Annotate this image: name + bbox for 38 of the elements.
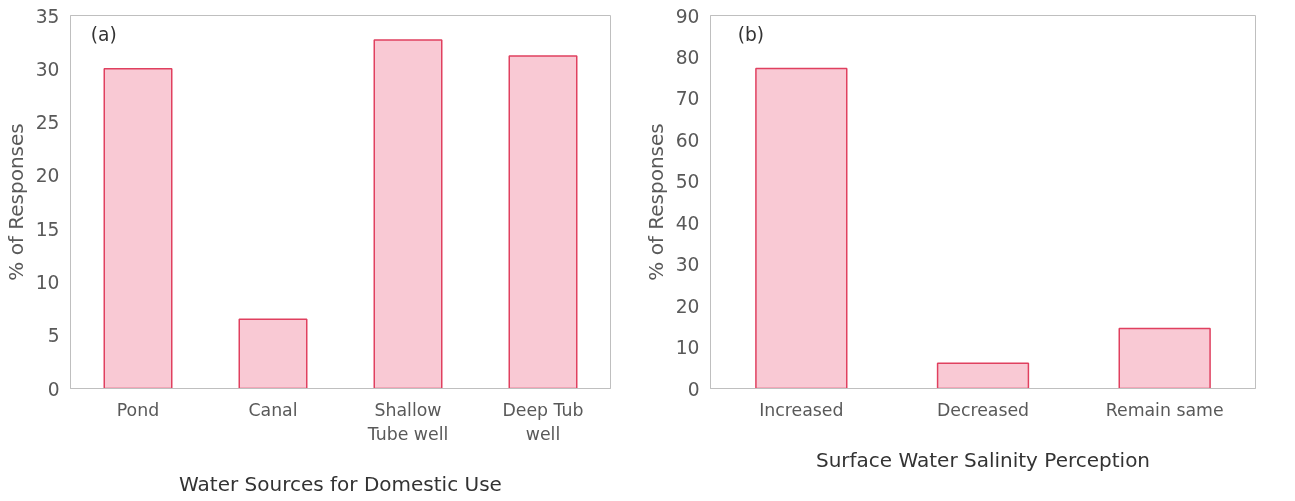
x-tick-label: Pond <box>116 399 160 420</box>
y-tick-label: 5 <box>47 325 60 347</box>
annotation: (b) <box>737 24 765 46</box>
bar <box>373 39 443 389</box>
bar <box>238 318 308 389</box>
x-axis-title: Surface Water Salinity Perception <box>815 447 1151 472</box>
x-tick-label: Shallow Tube well <box>366 399 449 444</box>
x-tick-label: Decreased <box>936 399 1030 420</box>
y-tick-label: 20 <box>35 165 60 187</box>
y-tick-label: 80 <box>675 46 700 68</box>
y-tick-label: 10 <box>675 337 700 359</box>
bar <box>1118 327 1211 389</box>
y-tick-label: 10 <box>35 271 60 293</box>
y-tick-label: 0 <box>47 378 60 400</box>
x-tick-label: Canal <box>248 399 298 420</box>
y-axis-title: % of Responses <box>3 123 28 281</box>
bar <box>755 67 848 389</box>
y-tick-label: 70 <box>675 88 700 110</box>
y-axis-title: % of Responses <box>643 123 668 281</box>
y-tick-label: 35 <box>35 5 60 27</box>
y-tick-label: 30 <box>35 58 60 80</box>
y-tick-label: 15 <box>35 218 60 240</box>
y-tick-label: 40 <box>675 212 700 234</box>
x-tick-label: Remain same <box>1105 399 1224 420</box>
bar <box>508 55 578 389</box>
y-tick-label: 25 <box>35 112 60 134</box>
y-tick-label: 90 <box>675 5 700 27</box>
y-tick-label: 20 <box>675 295 700 317</box>
y-tick-label: 60 <box>675 129 700 151</box>
annotation: (a) <box>90 24 117 46</box>
x-tick-label: Increased <box>759 399 844 420</box>
y-tick-label: 0 <box>687 378 700 400</box>
x-axis-title: Water Sources for Domestic Use <box>179 471 502 496</box>
bar <box>103 68 173 389</box>
bar <box>936 362 1030 389</box>
x-tick-label: Deep Tub well <box>502 399 584 444</box>
y-tick-label: 30 <box>675 254 700 276</box>
y-tick-label: 50 <box>675 171 700 193</box>
